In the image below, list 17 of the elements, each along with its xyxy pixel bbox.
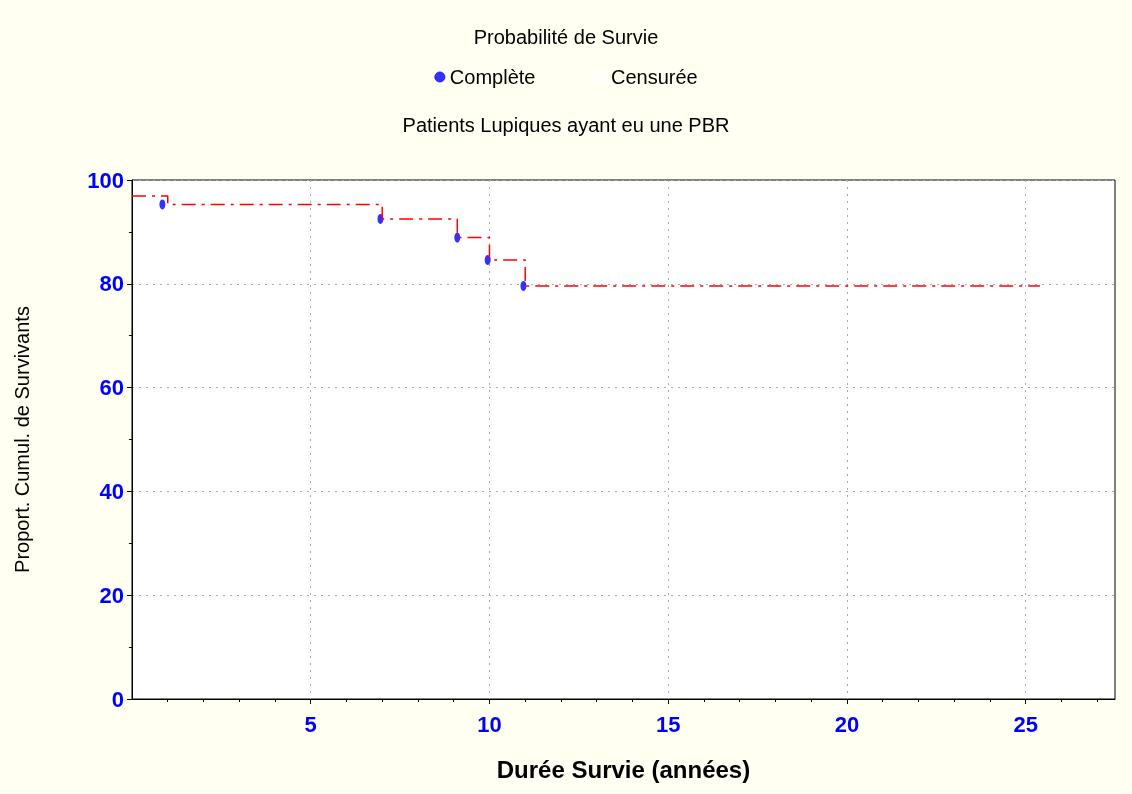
x-tick-label: 25 [1013,711,1038,737]
x-axis-title: Durée Survie (années) [496,755,751,783]
y-tick-label: 40 [99,478,124,504]
y-axis-title: Proport. Cumul. de Survivants [11,306,33,573]
x-tick-label: 10 [477,711,502,737]
y-tick-label: 0 [111,686,124,712]
y-tick-label: 100 [87,167,124,193]
x-tick-label: 5 [304,711,317,737]
legend-label: Complète [449,66,536,88]
chart-title: Probabilité de Survie [473,26,659,48]
chart-subtitle: Patients Lupiques ayant eu une PBR [402,114,730,136]
x-tick-label: 15 [655,711,681,737]
legend-label: Censurée [610,66,698,88]
x-tick-label: 20 [834,711,860,737]
y-tick-label: 80 [99,271,124,297]
y-tick-label: 60 [99,375,124,401]
y-tick-label: 20 [99,582,124,608]
